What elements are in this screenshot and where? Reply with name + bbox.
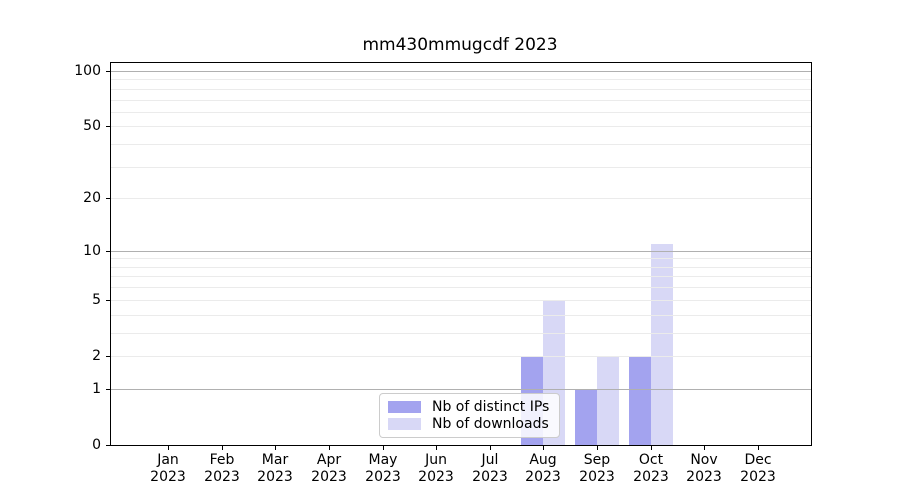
y-axis-tick-2 xyxy=(106,356,110,357)
bar-downloads-sep xyxy=(597,355,620,445)
x-axis-tick-label-may: May 2023 xyxy=(365,452,401,485)
x-axis-tick-sep xyxy=(597,446,598,450)
y-axis-tick-label-50: 50 xyxy=(83,118,101,134)
bar-distinct-ips-sep xyxy=(575,388,598,445)
y-axis-tick-label-2: 2 xyxy=(92,348,101,364)
y-axis-tick-10 xyxy=(106,251,110,252)
y-axis-tick-label-10: 10 xyxy=(83,243,101,259)
y-axis-tick-label-0: 0 xyxy=(92,437,101,453)
x-axis-tick-dec xyxy=(758,446,759,450)
axis-ticks-layer: 0 1 2 5 10 20 50 100 Jan 2023 Feb 2023 Mar 2023 Apr 202… xyxy=(74,63,811,485)
plot-area: 0 1 2 5 10 20 50 100 Jan 2023 Feb 2023 Mar 2023 Apr 202… xyxy=(74,62,812,485)
y-axis-tick-50 xyxy=(106,126,110,127)
x-axis-tick-label-dec: Dec 2023 xyxy=(740,452,776,485)
x-axis-tick-label-jan: Jan 2023 xyxy=(150,452,186,485)
x-axis-tick-label-aug: Aug 2023 xyxy=(525,452,561,485)
y-axis-tick-1 xyxy=(106,389,110,390)
x-axis-tick-label-mar: Mar 2023 xyxy=(257,452,293,485)
legend-item-distinct-ips: Nb of distinct IPs xyxy=(388,399,551,415)
y-axis-tick-0 xyxy=(106,445,110,446)
bar-distinct-ips-oct xyxy=(628,355,651,445)
y-axis-tick-label-20: 20 xyxy=(83,190,101,206)
x-axis-tick-jun xyxy=(436,446,437,450)
x-axis-tick-jan xyxy=(168,446,169,450)
y-axis-tick-20 xyxy=(106,198,110,199)
x-axis-tick-label-sep: Sep 2023 xyxy=(579,452,615,485)
legend-item-downloads: Nb of downloads xyxy=(388,416,551,432)
y-axis-tick-label-5: 5 xyxy=(92,292,101,308)
x-axis-tick-jul xyxy=(490,446,491,450)
y-axis-tick-100 xyxy=(106,71,110,72)
legend-swatch-distinct-ips xyxy=(388,401,421,414)
legend-swatch-downloads xyxy=(388,417,421,430)
x-axis-tick-nov xyxy=(704,446,705,450)
x-axis-tick-label-jun: Jun 2023 xyxy=(418,452,454,485)
x-axis-tick-apr xyxy=(329,446,330,450)
x-axis-tick-oct xyxy=(651,446,652,450)
x-axis-tick-feb xyxy=(222,446,223,450)
x-axis-tick-label-nov: Nov 2023 xyxy=(686,452,722,485)
x-axis-tick-may xyxy=(383,446,384,450)
x-axis-tick-label-oct: Oct 2023 xyxy=(633,452,669,485)
x-axis-tick-mar xyxy=(275,446,276,450)
y-axis-tick-5 xyxy=(106,300,110,301)
bar-downloads-oct xyxy=(650,243,673,445)
legend-label-downloads: Nb of downloads xyxy=(432,415,549,432)
x-axis-tick-label-apr: Apr 2023 xyxy=(311,452,347,485)
chart-title: mm430mmugcdf 2023 xyxy=(362,35,558,55)
y-axis-tick-label-100: 100 xyxy=(74,63,101,79)
y-axis-tick-label-1: 1 xyxy=(92,381,101,397)
legend: Nb of distinct IPs Nb of downloads xyxy=(379,393,560,438)
x-axis-tick-label-jul: Jul 2023 xyxy=(472,452,508,485)
legend-label-distinct-ips: Nb of distinct IPs xyxy=(432,399,550,416)
x-axis-tick-label-feb: Feb 2023 xyxy=(204,452,240,485)
x-axis-tick-aug xyxy=(543,446,544,450)
